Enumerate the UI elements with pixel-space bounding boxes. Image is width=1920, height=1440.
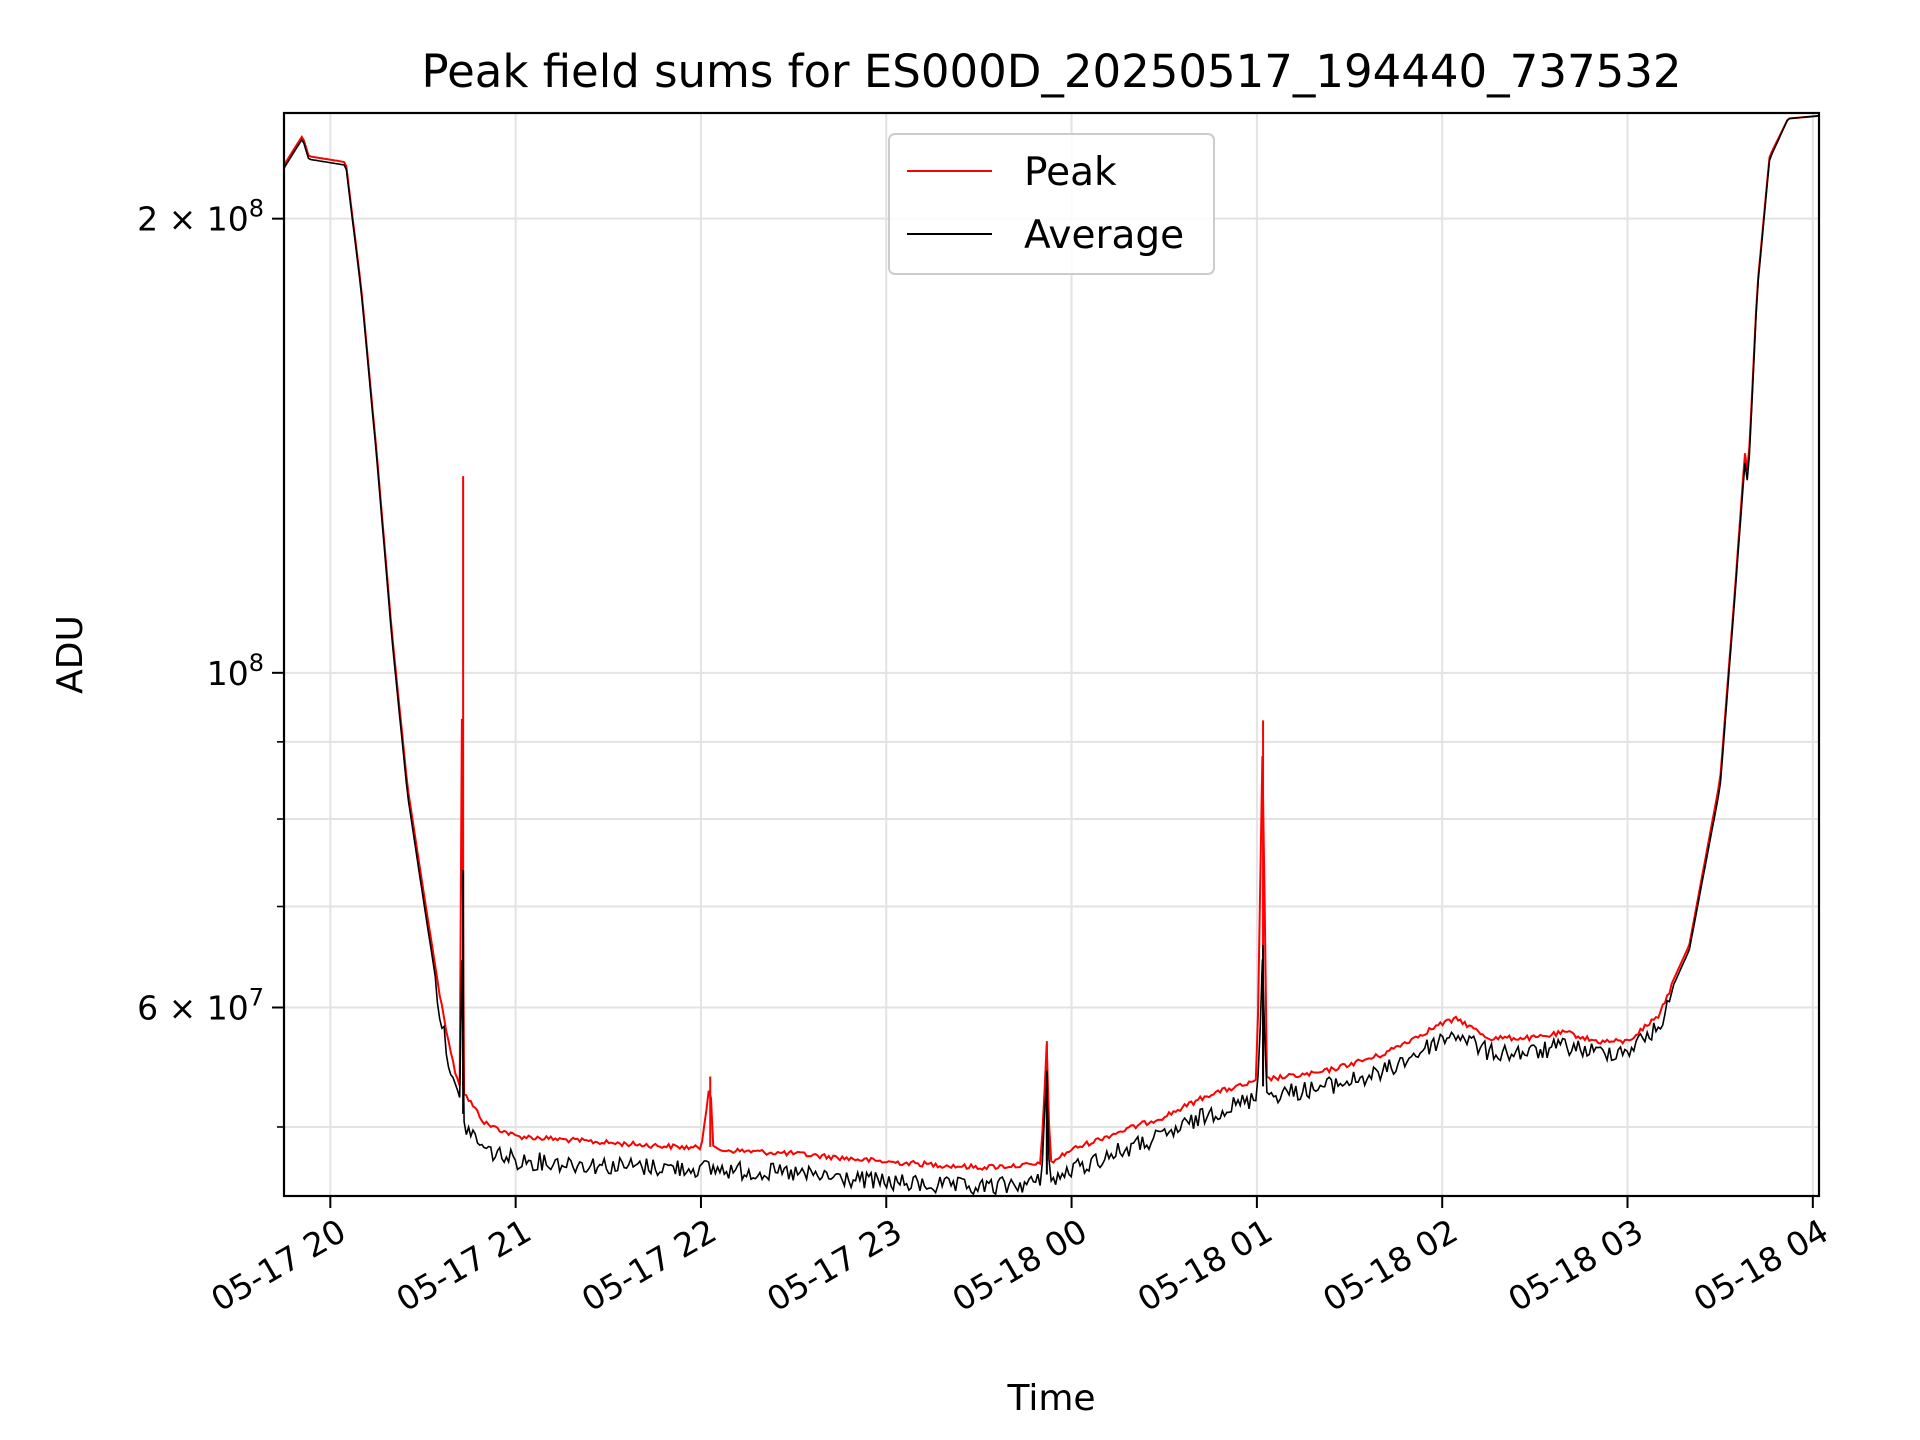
y-tick-label: 108 — [207, 649, 264, 693]
y-axis-label: ADU — [50, 615, 91, 694]
y-tick-mantissa: 2 — [137, 200, 158, 239]
series-line-peak — [284, 114, 1819, 1171]
x-axis-label: Time — [1006, 1378, 1095, 1419]
y-tick-mantissa: 6 — [137, 989, 158, 1028]
plot-frame — [282, 111, 1821, 1198]
legend: Peak Average — [888, 133, 1215, 275]
y-tick-label: 6 × 107 — [137, 984, 264, 1028]
series-line-average — [284, 115, 1819, 1196]
y-tick-label: 2 × 108 — [137, 195, 264, 239]
y-tick-exponent: 8 — [249, 195, 264, 223]
series-layer — [284, 114, 1819, 1196]
y-tick-base: 10 — [207, 654, 249, 693]
legend-box — [888, 133, 1215, 275]
legend-label-average: Average — [1024, 213, 1184, 258]
legend-label-peak: Peak — [1024, 150, 1117, 195]
y-tick-times: × 10 — [158, 989, 249, 1028]
y-tick-exponent: 8 — [249, 649, 264, 677]
y-tick-exponent: 7 — [249, 984, 264, 1012]
chart-title: Peak field sums for ES000D_20250517_1944… — [422, 45, 1682, 98]
y-tick-times: × 10 — [158, 200, 249, 239]
